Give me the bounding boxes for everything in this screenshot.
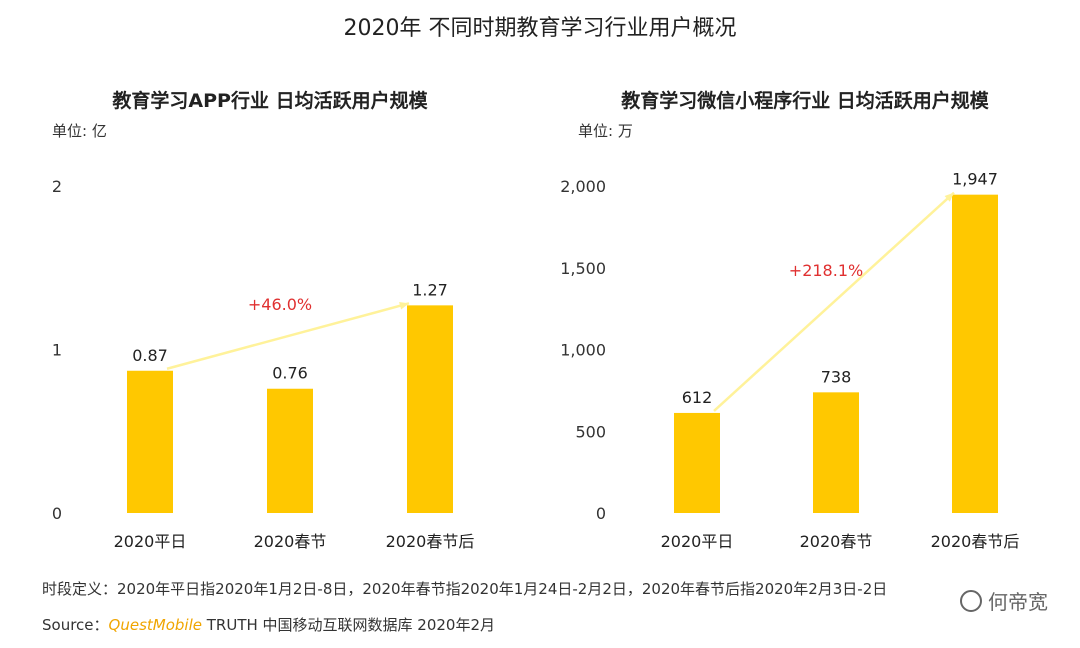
page-title: 2020年 不同时期教育学习行业用户概况 (343, 16, 737, 41)
trend-arrowhead (399, 301, 409, 310)
y-tick-label: 1,000 (560, 341, 606, 360)
data-label: 0.87 (132, 346, 168, 365)
y-tick-label: 2 (52, 177, 62, 196)
y-tick-label: 500 (575, 422, 606, 441)
watermark-text: 何帝宽 (988, 590, 1048, 614)
questmobile-brand: QuestMobile (108, 616, 202, 634)
source-text: TRUTH 中国移动互联网数据库 2020年2月 (201, 616, 496, 634)
chart-title-app: 教育学习APP行业 日均活跃用户规模 (112, 90, 428, 112)
trend-line (713, 191, 955, 412)
data-label: 1,947 (952, 170, 998, 189)
bar (952, 194, 998, 513)
category-label: 2020春节 (254, 532, 327, 551)
wechat-icon (960, 589, 982, 612)
category-label: 2020平日 (114, 532, 187, 551)
footer-definition: 时段定义：2020年平日指2020年1月2日-8日，2020年春节指2020年1… (42, 580, 888, 598)
data-label: 738 (821, 367, 852, 386)
unit-label-app: 单位: 亿 (52, 122, 107, 140)
footer-source: Source：QuestMobile TRUTH 中国移动互联网数据库 2020… (42, 614, 495, 635)
category-label: 2020平日 (661, 532, 734, 551)
growth-label: +218.1% (789, 261, 863, 280)
data-label: 0.76 (272, 364, 308, 383)
bar (407, 305, 453, 513)
chart-title-miniprogram: 教育学习微信小程序行业 日均活跃用户规模 (621, 90, 989, 112)
category-label: 2020春节后 (931, 532, 1020, 551)
trend-arrowhead (944, 192, 954, 202)
watermark: 何帝宽 (960, 586, 1048, 615)
source-prefix: Source： (42, 616, 109, 634)
bar (813, 392, 859, 513)
bar (674, 412, 720, 513)
data-label: 1.27 (412, 280, 448, 299)
growth-label: +46.0% (248, 295, 312, 314)
y-tick-label: 2,000 (560, 177, 606, 196)
data-label: 612 (682, 388, 713, 407)
y-tick-label: 1 (52, 341, 62, 360)
bar (127, 370, 173, 513)
y-tick-label: 0 (52, 504, 62, 523)
trend-line (166, 302, 410, 370)
category-label: 2020春节 (800, 532, 873, 551)
y-tick-label: 1,500 (560, 259, 606, 278)
bar (267, 388, 313, 513)
category-label: 2020春节后 (386, 532, 475, 551)
unit-label-miniprogram: 单位: 万 (578, 122, 633, 140)
y-tick-label: 0 (596, 504, 606, 523)
